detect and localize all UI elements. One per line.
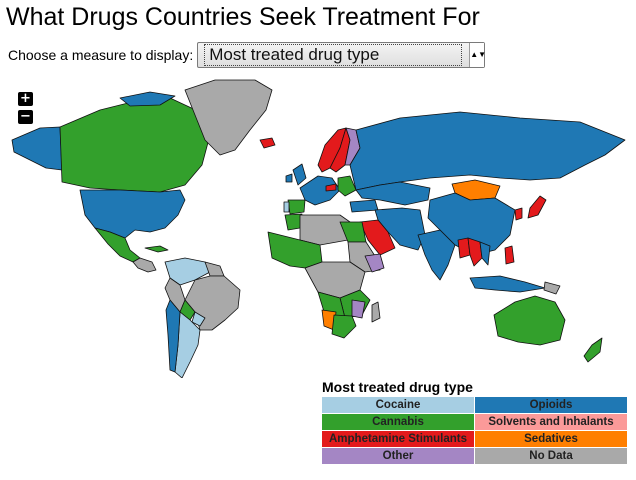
- map-region-central-america[interactable]: [132, 257, 157, 273]
- legend-grid: Cocaine Opioids Cannabis Solvents and In…: [322, 397, 627, 464]
- world-map[interactable]: [0, 78, 636, 378]
- map-region-mozambique[interactable]: [351, 299, 366, 319]
- map-region-czech[interactable]: [325, 183, 337, 192]
- map-region-saudi-arabia[interactable]: [359, 219, 396, 256]
- map-region-canada-islands[interactable]: [119, 91, 176, 107]
- map-region-russia[interactable]: [349, 111, 626, 191]
- map-region-guianas[interactable]: [204, 261, 225, 277]
- map-region-ethiopia[interactable]: [364, 253, 385, 273]
- map-region-turkey[interactable]: [349, 199, 379, 213]
- map-region-europe-east[interactable]: [337, 175, 357, 197]
- map-region-cuba[interactable]: [144, 245, 169, 253]
- map-region-japan[interactable]: [527, 195, 547, 219]
- measure-label: Choose a measure to display:: [8, 47, 194, 63]
- map-region-vietnam[interactable]: [479, 241, 491, 266]
- map-region-greenland[interactable]: [184, 79, 273, 156]
- map-region-kazakhstan-ukraine[interactable]: [355, 181, 431, 206]
- map-region-iceland[interactable]: [259, 137, 276, 149]
- legend-item-other: Other: [322, 448, 474, 464]
- map-region-png[interactable]: [543, 281, 561, 295]
- map-region-alaska[interactable]: [11, 126, 63, 171]
- legend-title: Most treated drug type: [322, 379, 473, 395]
- map-region-india[interactable]: [417, 229, 456, 281]
- legend-item-solvents-inhalants: Solvents and Inhalants: [475, 414, 627, 430]
- map-region-new-zealand[interactable]: [583, 337, 603, 363]
- legend: Most treated drug type Cocaine Opioids C…: [322, 378, 627, 464]
- legend-item-cocaine: Cocaine: [322, 397, 474, 413]
- dropdown-arrow-icon[interactable]: ▲▼: [469, 43, 486, 67]
- map-region-morocco[interactable]: [284, 213, 303, 231]
- measure-selected-value: Most treated drug type: [204, 44, 463, 66]
- map-region-paraguay[interactable]: [191, 311, 206, 327]
- legend-item-cannabis: Cannabis: [322, 414, 474, 430]
- measure-row: Choose a measure to display: Most treate…: [8, 42, 486, 68]
- map-region-australia[interactable]: [493, 295, 566, 346]
- map-region-usa[interactable]: [79, 189, 186, 239]
- measure-select[interactable]: Most treated drug type ▲▼: [197, 42, 486, 68]
- map-region-korea[interactable]: [514, 207, 523, 221]
- map-region-ireland[interactable]: [285, 173, 293, 183]
- zoom-out-button[interactable]: −: [18, 110, 33, 124]
- map-region-chile[interactable]: [165, 299, 181, 373]
- legend-item-opioids: Opioids: [475, 397, 627, 413]
- map-region-south-africa[interactable]: [331, 314, 357, 339]
- legend-item-amphetamine-stimulants: Amphetamine Stimulants: [322, 431, 474, 447]
- page-title: What Drugs Countries Seek Treatment For: [6, 3, 480, 31]
- map-region-algeria-libya[interactable]: [299, 214, 351, 246]
- legend-item-no-data: No Data: [475, 448, 627, 464]
- legend-item-sedatives: Sedatives: [475, 431, 627, 447]
- map-region-philippines[interactable]: [504, 245, 515, 265]
- zoom-in-button[interactable]: +: [18, 92, 33, 106]
- map-region-madagascar[interactable]: [371, 301, 381, 323]
- map-region-indonesia[interactable]: [469, 275, 546, 293]
- map-region-europe-west[interactable]: [299, 175, 341, 206]
- map-region-portugal[interactable]: [283, 201, 290, 213]
- map-region-canada[interactable]: [59, 97, 211, 193]
- map-region-thailand[interactable]: [467, 237, 483, 267]
- map-region-iberia[interactable]: [287, 199, 306, 215]
- map-region-uk[interactable]: [292, 163, 307, 186]
